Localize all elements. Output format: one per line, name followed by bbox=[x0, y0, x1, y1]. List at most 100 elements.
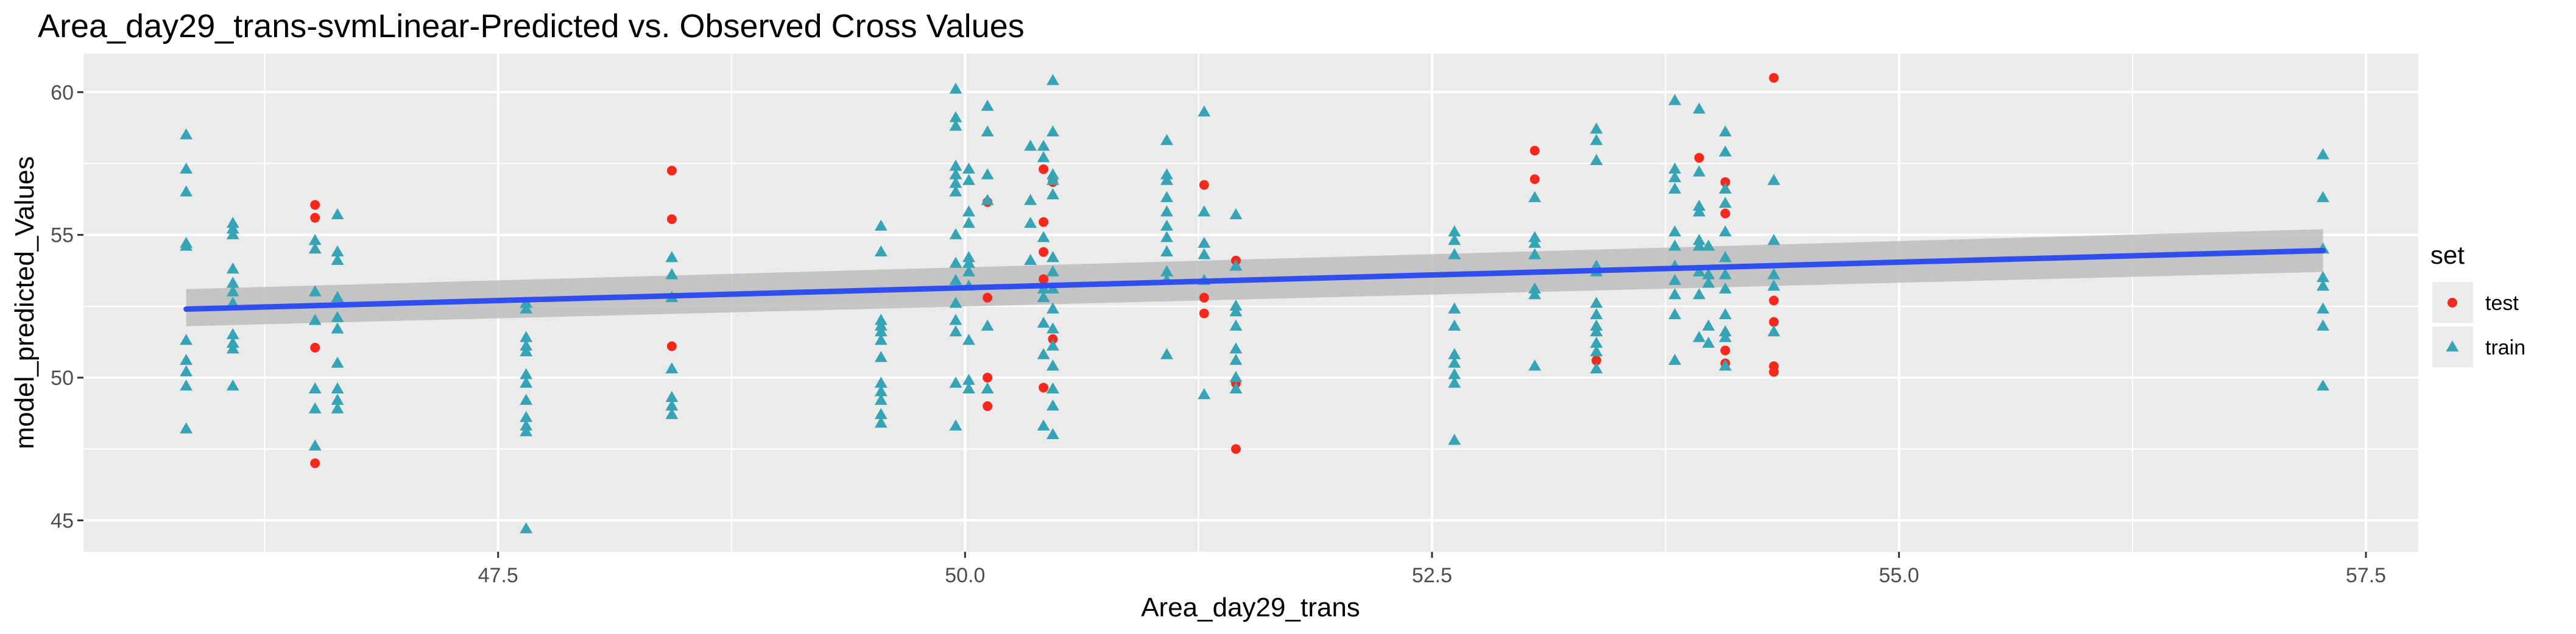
train-point bbox=[981, 382, 994, 393]
train-point bbox=[1046, 125, 1059, 137]
test-point bbox=[1039, 164, 1049, 174]
train-point bbox=[949, 228, 962, 239]
train-point bbox=[1702, 239, 1715, 251]
train-point bbox=[331, 402, 344, 414]
train-point bbox=[1767, 280, 1780, 291]
train-point bbox=[1229, 299, 1243, 311]
train-point bbox=[1702, 268, 1715, 280]
grid-lines bbox=[83, 54, 2418, 552]
train-point bbox=[180, 334, 193, 345]
train-point bbox=[981, 319, 994, 331]
train-point bbox=[331, 356, 344, 368]
train-point bbox=[520, 368, 533, 379]
train-point bbox=[1718, 225, 1732, 237]
train-point bbox=[1448, 348, 1461, 359]
train-point bbox=[1692, 265, 1706, 276]
train-point bbox=[1046, 174, 1059, 185]
train-point bbox=[1528, 288, 1542, 300]
train-point bbox=[665, 268, 679, 280]
y-tick-label: 60 bbox=[51, 81, 74, 104]
train-point bbox=[1718, 308, 1732, 320]
y-tick-label: 50 bbox=[51, 367, 74, 390]
train-point bbox=[1448, 248, 1461, 259]
test-point bbox=[666, 166, 677, 176]
train-point bbox=[1668, 171, 1682, 183]
train-point bbox=[331, 208, 344, 220]
train-point bbox=[1160, 265, 1173, 276]
test-point bbox=[1530, 146, 1540, 156]
train-point bbox=[1692, 288, 1706, 300]
test-point bbox=[1769, 367, 1779, 377]
x-axis-title: Area_day29_trans bbox=[1141, 593, 1360, 622]
train-point bbox=[962, 334, 975, 345]
train-point bbox=[981, 125, 994, 137]
train-point bbox=[1718, 325, 1732, 337]
train-point bbox=[1590, 297, 1603, 308]
train-point bbox=[520, 345, 533, 357]
train-point bbox=[520, 393, 533, 405]
train-point bbox=[1160, 168, 1173, 180]
train-point bbox=[1037, 231, 1050, 242]
train-point bbox=[1037, 151, 1050, 163]
test-point bbox=[1199, 180, 1209, 190]
train-point bbox=[962, 251, 975, 262]
train-point bbox=[874, 407, 887, 420]
test-point bbox=[1530, 174, 1540, 185]
test-point bbox=[1591, 355, 1601, 365]
train-point bbox=[180, 379, 193, 391]
train-point bbox=[1037, 348, 1050, 359]
train-point bbox=[1668, 273, 1682, 285]
x-tick-label: 52.5 bbox=[1412, 564, 1452, 587]
train-point bbox=[1718, 197, 1732, 208]
train-point bbox=[949, 297, 962, 308]
test-point bbox=[983, 373, 993, 383]
train-point bbox=[226, 342, 239, 354]
train-point bbox=[1448, 356, 1461, 368]
train-point bbox=[1037, 419, 1050, 431]
legend-label: train bbox=[2485, 336, 2525, 359]
train-point bbox=[1046, 382, 1059, 393]
train-point bbox=[1528, 359, 1542, 371]
train-point bbox=[226, 216, 239, 228]
train-point bbox=[981, 99, 994, 111]
train-point bbox=[1160, 231, 1173, 242]
train-point bbox=[1718, 125, 1732, 137]
train-point bbox=[226, 336, 239, 348]
train-point bbox=[1046, 251, 1059, 262]
train-point bbox=[1046, 359, 1059, 371]
train-point bbox=[308, 314, 322, 325]
test-point bbox=[983, 401, 993, 411]
train-point bbox=[1692, 102, 1706, 114]
train-point bbox=[962, 216, 975, 228]
train-point bbox=[1198, 248, 1211, 259]
test-point bbox=[1199, 308, 1209, 319]
train-point bbox=[874, 325, 887, 337]
train-point bbox=[962, 174, 975, 185]
train-point bbox=[962, 162, 975, 174]
train-point bbox=[2317, 148, 2330, 160]
legend-train-swatch bbox=[2446, 340, 2459, 352]
test-point bbox=[310, 200, 320, 210]
train-point bbox=[1160, 245, 1173, 256]
train-point bbox=[949, 111, 962, 122]
train-point bbox=[520, 376, 533, 388]
train-point bbox=[981, 194, 994, 205]
legend-test-swatch bbox=[2447, 298, 2457, 308]
train-point bbox=[1229, 305, 1243, 317]
train-point bbox=[180, 239, 193, 251]
train-point bbox=[1160, 191, 1173, 202]
train-point bbox=[1046, 428, 1059, 439]
train-point bbox=[1448, 376, 1461, 388]
train-point bbox=[2317, 302, 2330, 314]
train-point bbox=[1229, 208, 1243, 220]
train-point bbox=[665, 251, 679, 262]
train-point bbox=[2317, 280, 2330, 291]
test-point bbox=[310, 458, 320, 468]
train-point bbox=[665, 362, 679, 374]
train-point bbox=[1767, 325, 1780, 337]
train-point bbox=[308, 382, 322, 393]
train-point bbox=[1229, 353, 1243, 365]
train-point bbox=[2317, 270, 2330, 283]
train-point bbox=[949, 256, 962, 268]
